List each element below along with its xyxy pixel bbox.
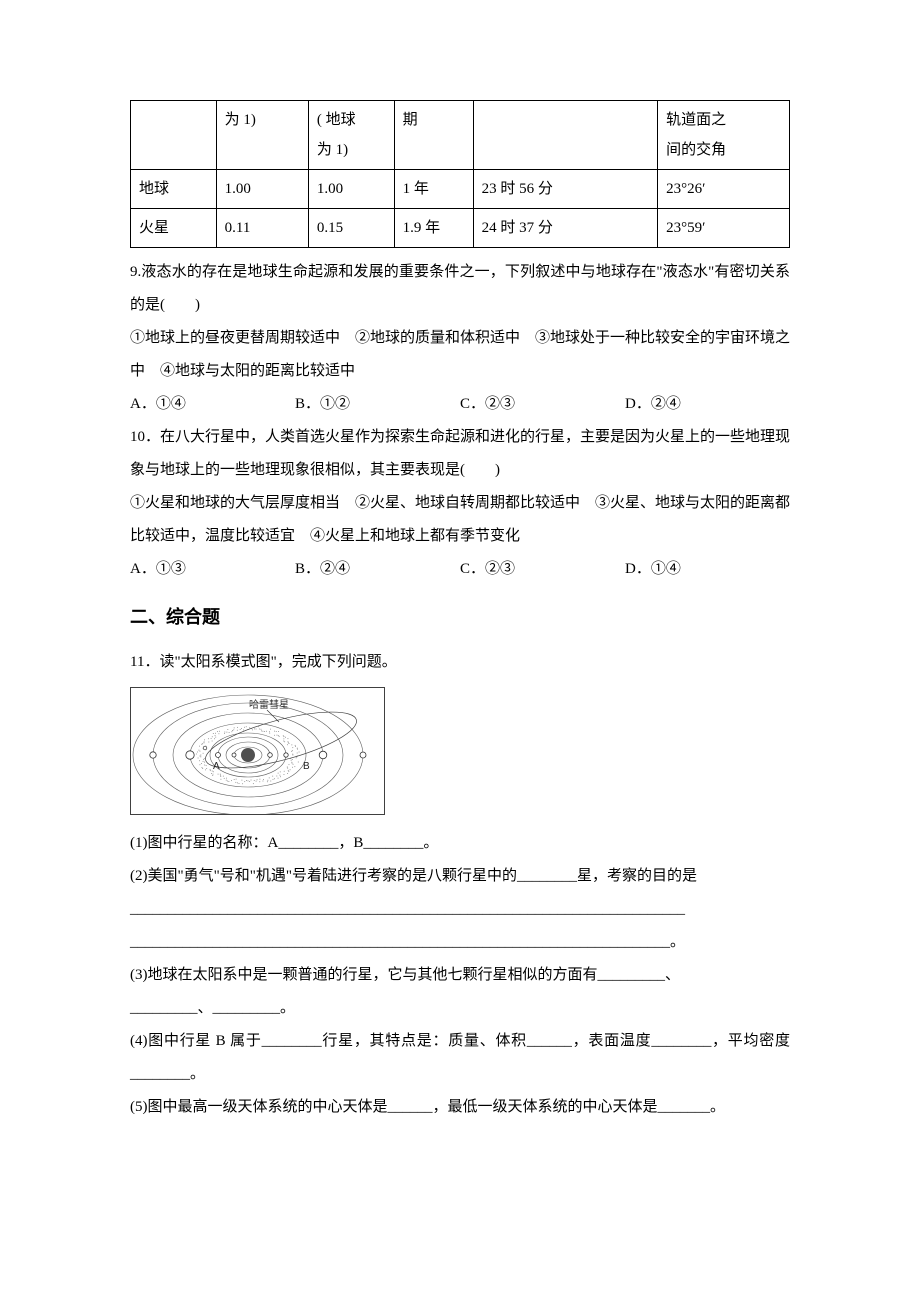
q9-options: A．①④ B．①② C．②③ D．②④: [130, 388, 790, 421]
q9-items: ①地球上的昼夜更替周期较适中 ②地球的质量和体积适中 ③地球处于一种比较安全的宇…: [130, 322, 790, 388]
q9-stem: 9.液态水的存在是地球生命起源和发展的重要条件之一，下列叙述中与地球存在"液态水…: [130, 256, 790, 322]
q11-sub3b: _________、_________。: [130, 992, 790, 1025]
cell-earth-rotation: 23 时 56 分: [473, 170, 658, 209]
solar-system-svg: 哈雷彗星 A B: [131, 688, 385, 815]
q11-blank2: ________________________________________…: [130, 926, 790, 959]
svg-text:A: A: [213, 761, 220, 772]
th-volume-l1: ( 地球: [317, 112, 356, 128]
section-2-heading: 二、综合题: [130, 598, 790, 638]
th-angle-l2: 间的交角: [666, 142, 726, 158]
cell-mars-mass: 0.11: [216, 209, 308, 248]
th-rotation: [473, 101, 658, 170]
th-volume-l2: 为 1): [317, 142, 348, 158]
cell-earth-mass: 1.00: [216, 170, 308, 209]
q11-sub3: (3)地球在太阳系中是一颗普通的行星，它与其他七颗行星相似的方面有_______…: [130, 959, 790, 992]
q11-sub1: (1)图中行星的名称：A________，B________。: [130, 827, 790, 860]
cell-mars-orbit: 1.9 年: [394, 209, 473, 248]
solar-system-diagram: 哈雷彗星 A B: [130, 687, 385, 815]
q10-stem: 10．在八大行星中，人类首选火星作为探索生命起源和进化的行星，主要是因为火星上的…: [130, 421, 790, 487]
q10-opt-b: B．②④: [295, 553, 460, 586]
q9-opt-b: B．①②: [295, 388, 460, 421]
cell-mars-rotation: 24 时 37 分: [473, 209, 658, 248]
q10-opt-a: A．①③: [130, 553, 295, 586]
svg-text:哈雷彗星: 哈雷彗星: [249, 698, 289, 711]
table-row: 地球 1.00 1.00 1 年 23 时 56 分 23°26′: [131, 170, 790, 209]
q11-blank1: ________________________________________…: [130, 893, 790, 926]
q10-items: ①火星和地球的大气层厚度相当 ②火星、地球自转周期都比较适中 ③火星、地球与太阳…: [130, 487, 790, 553]
q9-opt-a: A．①④: [130, 388, 295, 421]
cell-earth-volume: 1.00: [308, 170, 394, 209]
cell-earth-orbit: 1 年: [394, 170, 473, 209]
q10-opt-c: C．②③: [460, 553, 625, 586]
cell-mars-angle: 23°59′: [658, 209, 790, 248]
svg-text:B: B: [303, 761, 310, 772]
q9-opt-d: D．②④: [625, 388, 790, 421]
cell-earth-angle: 23°26′: [658, 170, 790, 209]
q10-options: A．①③ B．②④ C．②③ D．①④: [130, 553, 790, 586]
comparison-table: 为 1) ( 地球 为 1) 期 轨道面之 间的交角 地球 1.00 1.00 …: [130, 100, 790, 248]
cell-mars-name: 火星: [131, 209, 217, 248]
q11-sub4: (4)图中行星 B 属于________行星，其特点是：质量、体积______，…: [130, 1025, 790, 1091]
q11-stem: 11．读"太阳系模式图"，完成下列问题。: [130, 646, 790, 679]
th-mass: 为 1): [216, 101, 308, 170]
th-volume: ( 地球 为 1): [308, 101, 394, 170]
th-angle: 轨道面之 间的交角: [658, 101, 790, 170]
table-row: 火星 0.11 0.15 1.9 年 24 时 37 分 23°59′: [131, 209, 790, 248]
th-angle-l1: 轨道面之: [666, 112, 726, 128]
q10-opt-d: D．①④: [625, 553, 790, 586]
q11-sub5: (5)图中最高一级天体系统的中心天体是______，最低一级天体系统的中心天体是…: [130, 1091, 790, 1124]
cell-earth-name: 地球: [131, 170, 217, 209]
th-period: 期: [394, 101, 473, 170]
cell-mars-volume: 0.15: [308, 209, 394, 248]
q11-sub2: (2)美国"勇气"号和"机遇"号着陆进行考察的是八颗行星中的________星，…: [130, 860, 790, 893]
table-header-row: 为 1) ( 地球 为 1) 期 轨道面之 间的交角: [131, 101, 790, 170]
th-name: [131, 101, 217, 170]
q9-opt-c: C．②③: [460, 388, 625, 421]
